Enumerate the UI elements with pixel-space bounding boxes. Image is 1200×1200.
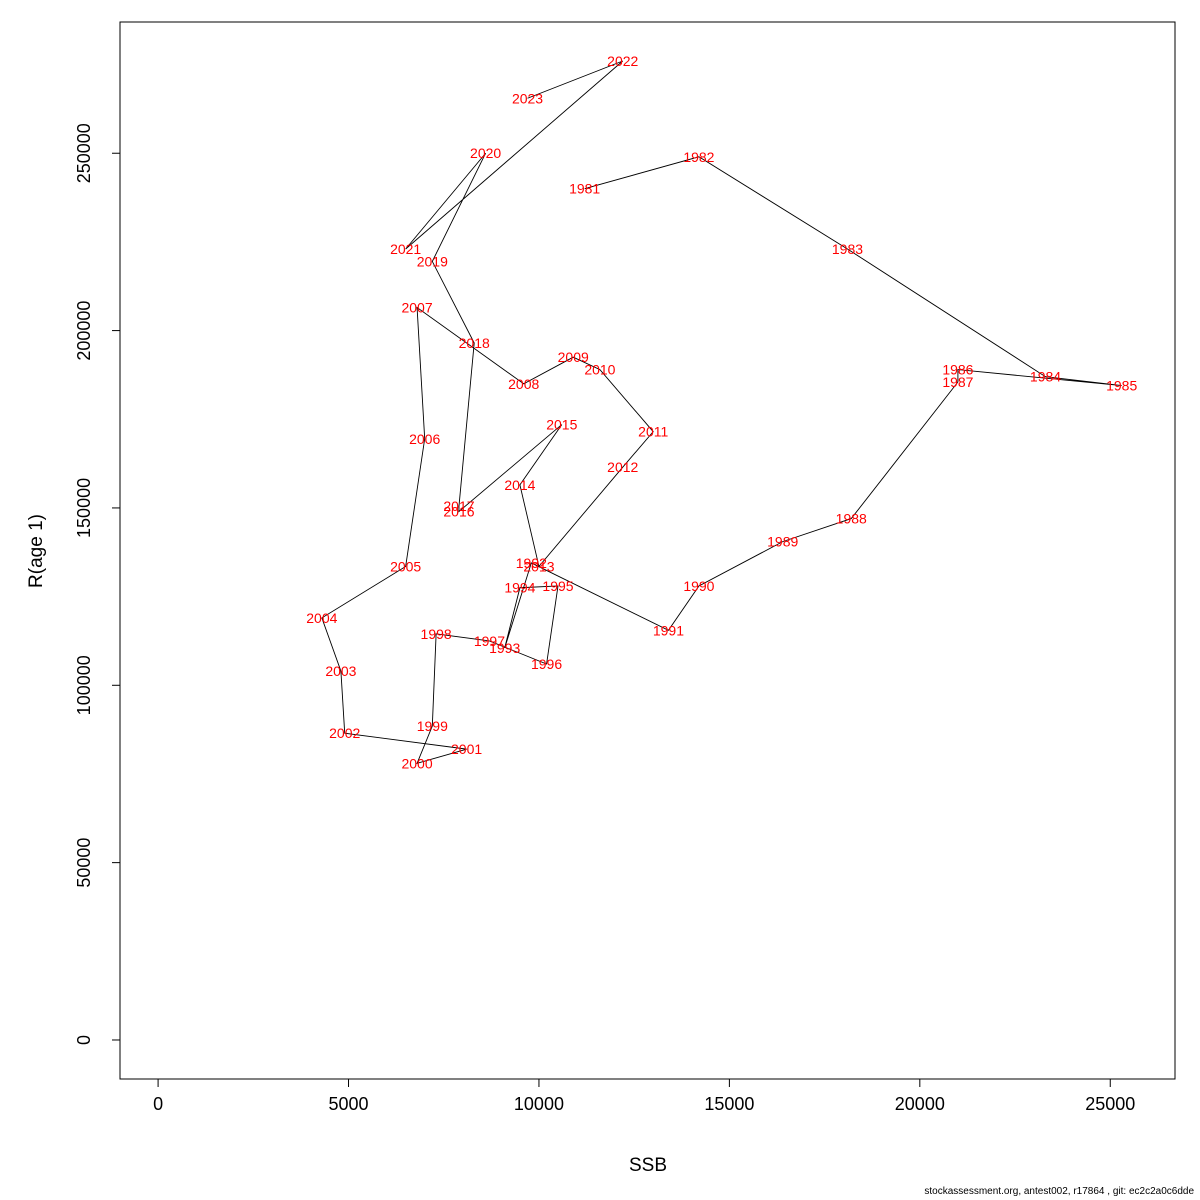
y-tick-label: 100000 [74,655,94,715]
year-label-2008: 2008 [508,376,539,392]
year-label-1993: 1993 [489,640,520,656]
year-label-2000: 2000 [401,755,432,771]
year-label-1981: 1981 [569,181,600,197]
y-tick-label: 50000 [74,838,94,888]
x-tick-label: 5000 [328,1094,368,1114]
year-label-1986: 1986 [942,362,973,378]
year-label-2001: 2001 [451,741,482,757]
year-label-2014: 2014 [504,477,535,493]
y-tick-label: 150000 [74,478,94,538]
year-label-1982: 1982 [683,149,714,165]
year-label-1985: 1985 [1106,378,1137,394]
y-axis-title: R(age 1) [26,514,47,588]
year-label-2018: 2018 [459,335,490,351]
y-axis: 0 50000 100000 150000 200000 250000 [74,123,121,1045]
year-label-2015: 2015 [546,417,577,433]
year-label-1989: 1989 [767,534,798,550]
year-label-1987: 1987 [942,374,973,390]
x-tick-label: 10000 [514,1094,564,1114]
year-label-1991: 1991 [653,622,684,638]
y-tick-label: 250000 [74,123,94,183]
year-label-1994: 1994 [504,580,535,596]
year-label-2010: 2010 [584,362,615,378]
year-label-2016: 2016 [443,503,474,519]
year-label-1998: 1998 [421,626,452,642]
x-tick-label: 20000 [895,1094,945,1114]
plot-frame [119,21,1176,1080]
x-tick-label: 15000 [704,1094,754,1114]
year-label-1983: 1983 [832,241,863,257]
year-label-2005: 2005 [390,558,421,574]
year-label-2004: 2004 [306,610,337,626]
year-label-2019: 2019 [417,253,448,269]
year-label-1988: 1988 [836,511,867,527]
year-label-2013: 2013 [523,558,554,574]
x-tick-label: 0 [153,1094,163,1114]
y-tick-label: 0 [74,1035,94,1045]
year-label-1984: 1984 [1030,369,1061,385]
year-label-2011: 2011 [638,424,668,440]
year-label-2017: 2017 [443,498,474,514]
year-label-2003: 2003 [325,663,356,679]
footer-credit: stockassessment.org, antest002, r17864 ,… [924,1186,1194,1197]
ssb-recruitment-trajectory-line [321,60,1122,765]
year-label-2022: 2022 [607,53,638,69]
year-label-1997: 1997 [474,633,505,649]
x-axis: 0 5000 10000 15000 20000 25000 [153,1078,1135,1114]
year-label-2012: 2012 [607,459,638,475]
year-label-1995: 1995 [542,578,573,594]
year-label-2020: 2020 [470,145,501,161]
year-label-1999: 1999 [417,718,448,734]
year-label-2009: 2009 [558,349,589,365]
year-label-2007: 2007 [401,300,432,316]
year-label-1992: 1992 [516,555,547,571]
y-tick-label: 200000 [74,301,94,361]
year-label-1996: 1996 [531,656,562,672]
year-label-2023: 2023 [512,90,543,106]
x-axis-title: SSB [629,1155,667,1176]
year-label-2002: 2002 [329,725,360,741]
year-label-2006: 2006 [409,431,440,447]
year-label-1990: 1990 [683,578,714,594]
year-label-2021: 2021 [390,241,421,257]
x-tick-label: 25000 [1085,1094,1135,1114]
